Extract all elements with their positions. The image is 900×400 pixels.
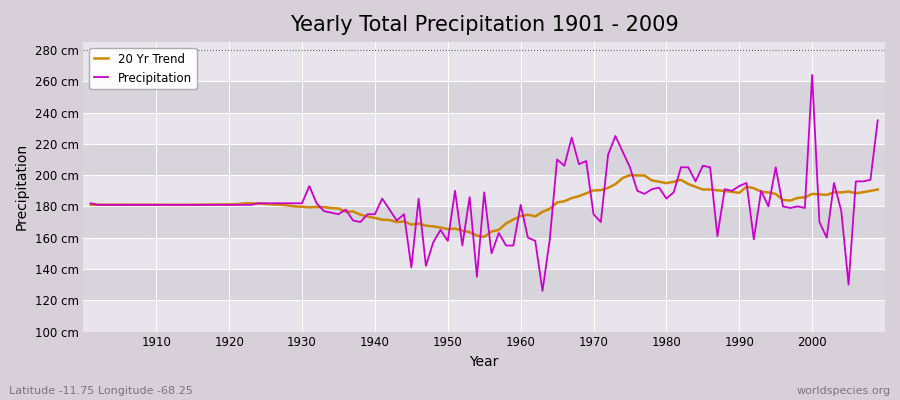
Bar (84, 144, 885, 175)
20 Yr Trend (144, 202, 155, 207)
Precipitation (610, 134, 621, 138)
Precipitation (872, 118, 883, 123)
Text: Latitude -11.75 Longitude -68.25: Latitude -11.75 Longitude -68.25 (9, 386, 193, 396)
20 Yr Trend (610, 182, 621, 186)
Bar (84, 300, 885, 332)
Bar (84, 269, 885, 300)
Bar (84, 175, 885, 206)
20 Yr Trend (625, 173, 635, 178)
Bar (84, 206, 885, 238)
Text: worldspecies.org: worldspecies.org (796, 386, 891, 396)
Bar (84, 112, 885, 144)
Precipitation (806, 72, 817, 77)
20 Yr Trend (347, 209, 358, 214)
20 Yr Trend (872, 187, 883, 192)
Bar (84, 238, 885, 269)
Title: Yearly Total Precipitation 1901 - 2009: Yearly Total Precipitation 1901 - 2009 (290, 15, 679, 35)
Precipitation (347, 218, 358, 223)
Legend: 20 Yr Trend, Precipitation: 20 Yr Trend, Precipitation (89, 48, 196, 89)
Bar (84, 50, 885, 81)
Line: 20 Yr Trend: 20 Yr Trend (91, 175, 878, 237)
Precipitation (515, 202, 526, 207)
Precipitation (144, 202, 155, 207)
Y-axis label: Precipitation: Precipitation (15, 143, 29, 230)
Bar (84, 81, 885, 112)
20 Yr Trend (515, 214, 526, 218)
20 Yr Trend (86, 202, 96, 207)
Precipitation (304, 184, 315, 188)
Line: Precipitation: Precipitation (91, 75, 878, 291)
Precipitation (86, 201, 96, 206)
Precipitation (508, 243, 518, 248)
20 Yr Trend (479, 234, 490, 239)
Precipitation (537, 288, 548, 293)
20 Yr Trend (304, 205, 315, 210)
20 Yr Trend (523, 212, 534, 217)
X-axis label: Year: Year (470, 355, 499, 369)
